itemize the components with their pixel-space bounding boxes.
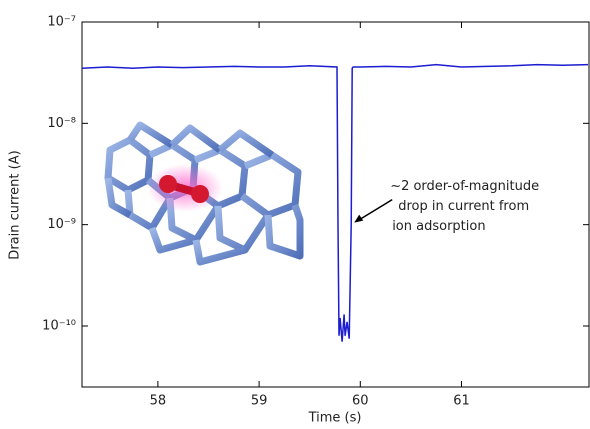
y-tick-label: 10⁻¹⁰: [42, 318, 76, 333]
data-line: [81, 63, 589, 342]
y-tick-label: 10⁻⁷: [47, 15, 76, 30]
annotation-arrowhead: [354, 214, 364, 223]
plot-frame: [81, 21, 590, 388]
x-tick-label: 58: [150, 394, 167, 409]
ion-molecule: [159, 175, 209, 203]
annotation-text: drop in current from: [398, 199, 529, 214]
y-tick-label: 10⁻⁹: [47, 217, 76, 232]
x-tick-label: 59: [251, 394, 268, 409]
annotation-text: ~2 order-of-magnitude: [390, 179, 539, 194]
y-tick-label: 10⁻⁸: [47, 116, 76, 131]
annotation-arrow: [355, 199, 393, 223]
annotation-text: ion adsorption: [392, 219, 485, 234]
x-tick-label: 61: [453, 394, 470, 409]
y-axis-label: Drain current (A): [8, 150, 23, 259]
nanotube-illustration: [104, 121, 304, 266]
x-axis-label: Time (s): [308, 411, 362, 426]
x-tick-label: 60: [352, 394, 369, 409]
